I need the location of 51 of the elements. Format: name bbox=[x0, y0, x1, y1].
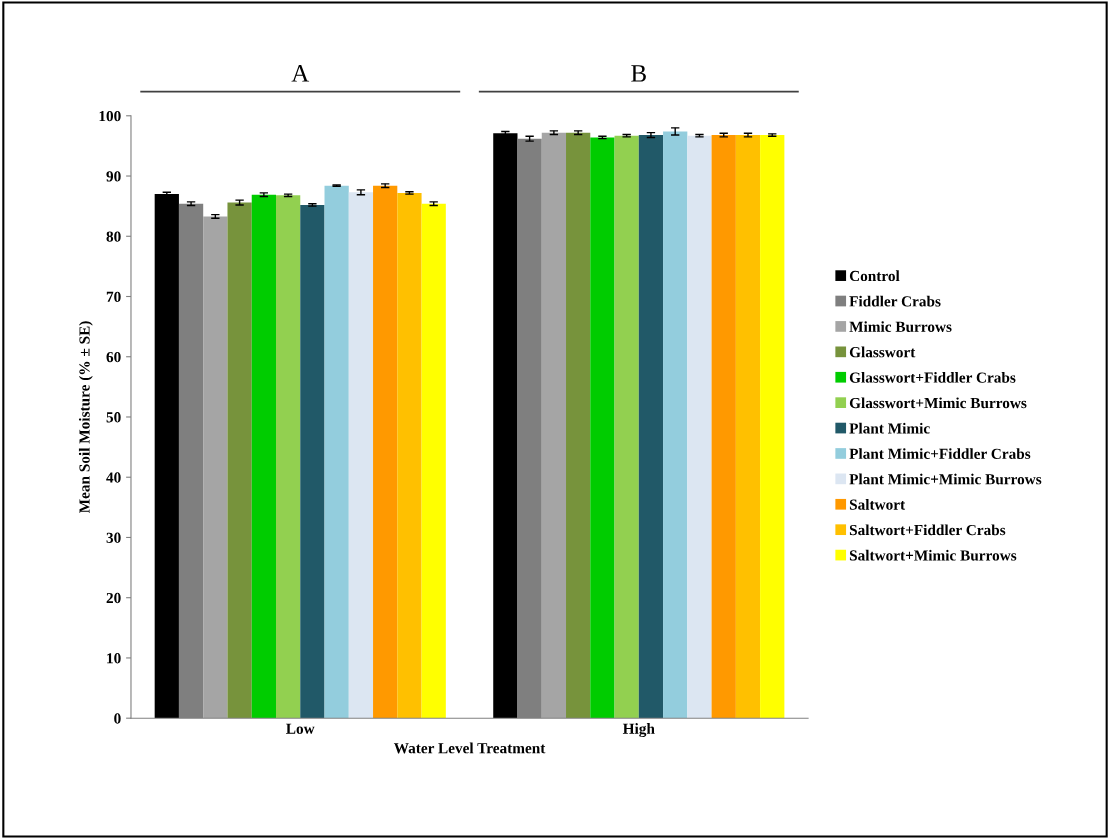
bar bbox=[760, 135, 785, 719]
legend-label: Saltwort bbox=[849, 499, 906, 510]
bar bbox=[493, 133, 518, 719]
bar bbox=[421, 203, 446, 719]
x-tick-label: Low bbox=[286, 723, 315, 734]
y-tick-label: 80 bbox=[106, 231, 121, 242]
y-tick-label: 100 bbox=[99, 110, 121, 122]
bar bbox=[275, 195, 301, 719]
legend-label: Glasswort bbox=[849, 346, 916, 358]
bar bbox=[397, 192, 422, 719]
x-tick-label: High bbox=[622, 723, 655, 738]
bar bbox=[638, 135, 664, 719]
bar bbox=[203, 216, 228, 719]
legend-label: Saltwort+Mimic Burrows bbox=[849, 549, 1017, 561]
bar bbox=[348, 192, 374, 719]
text: B bbox=[631, 65, 646, 82]
bar bbox=[251, 194, 276, 719]
legend-label: Plant Mimic+Mimic Burrows bbox=[849, 473, 1042, 485]
legend-label: Saltwort+Fiddler Crabs bbox=[849, 524, 1006, 536]
bar bbox=[373, 185, 398, 719]
bar bbox=[154, 194, 179, 719]
y-tick-label: 50 bbox=[106, 412, 121, 423]
legend-label: Glasswort+Mimic Burrows bbox=[849, 397, 1027, 409]
y-tick-label: 0 bbox=[114, 713, 121, 724]
text: A bbox=[291, 65, 310, 82]
y-tick-label: 20 bbox=[106, 592, 121, 604]
bar bbox=[566, 132, 591, 719]
legend-label: Mimic Burrows bbox=[849, 321, 952, 332]
bar bbox=[590, 137, 615, 719]
bar bbox=[541, 132, 567, 719]
y-tick-label: 60 bbox=[106, 351, 121, 363]
y-axis-title: Mean Soil Moisture (% ± SE) bbox=[78, 321, 93, 514]
y-tick-label: 30 bbox=[106, 532, 121, 543]
legend-label: Plant Mimic bbox=[849, 422, 930, 434]
bar bbox=[711, 135, 736, 719]
y-tick-label: 90 bbox=[106, 171, 121, 182]
bar bbox=[735, 135, 761, 719]
bar bbox=[614, 135, 639, 719]
y-tick-label: 10 bbox=[107, 653, 121, 664]
legend-label: Glasswort+Fiddler Crabs bbox=[849, 371, 1016, 383]
bar bbox=[687, 135, 712, 719]
bar bbox=[324, 185, 349, 719]
y-tick-label: 70 bbox=[106, 291, 121, 302]
legend-label: Fiddler Crabs bbox=[849, 295, 941, 307]
legend-label: Plant Mimic+Fiddler Crabs bbox=[849, 448, 1031, 459]
bar bbox=[663, 131, 688, 719]
bar bbox=[300, 204, 325, 719]
x-axis-title: Water Level Treatment bbox=[393, 742, 546, 754]
y-tick-label: 40 bbox=[106, 472, 121, 483]
bar bbox=[227, 202, 252, 719]
legend-label: Control bbox=[849, 270, 900, 282]
